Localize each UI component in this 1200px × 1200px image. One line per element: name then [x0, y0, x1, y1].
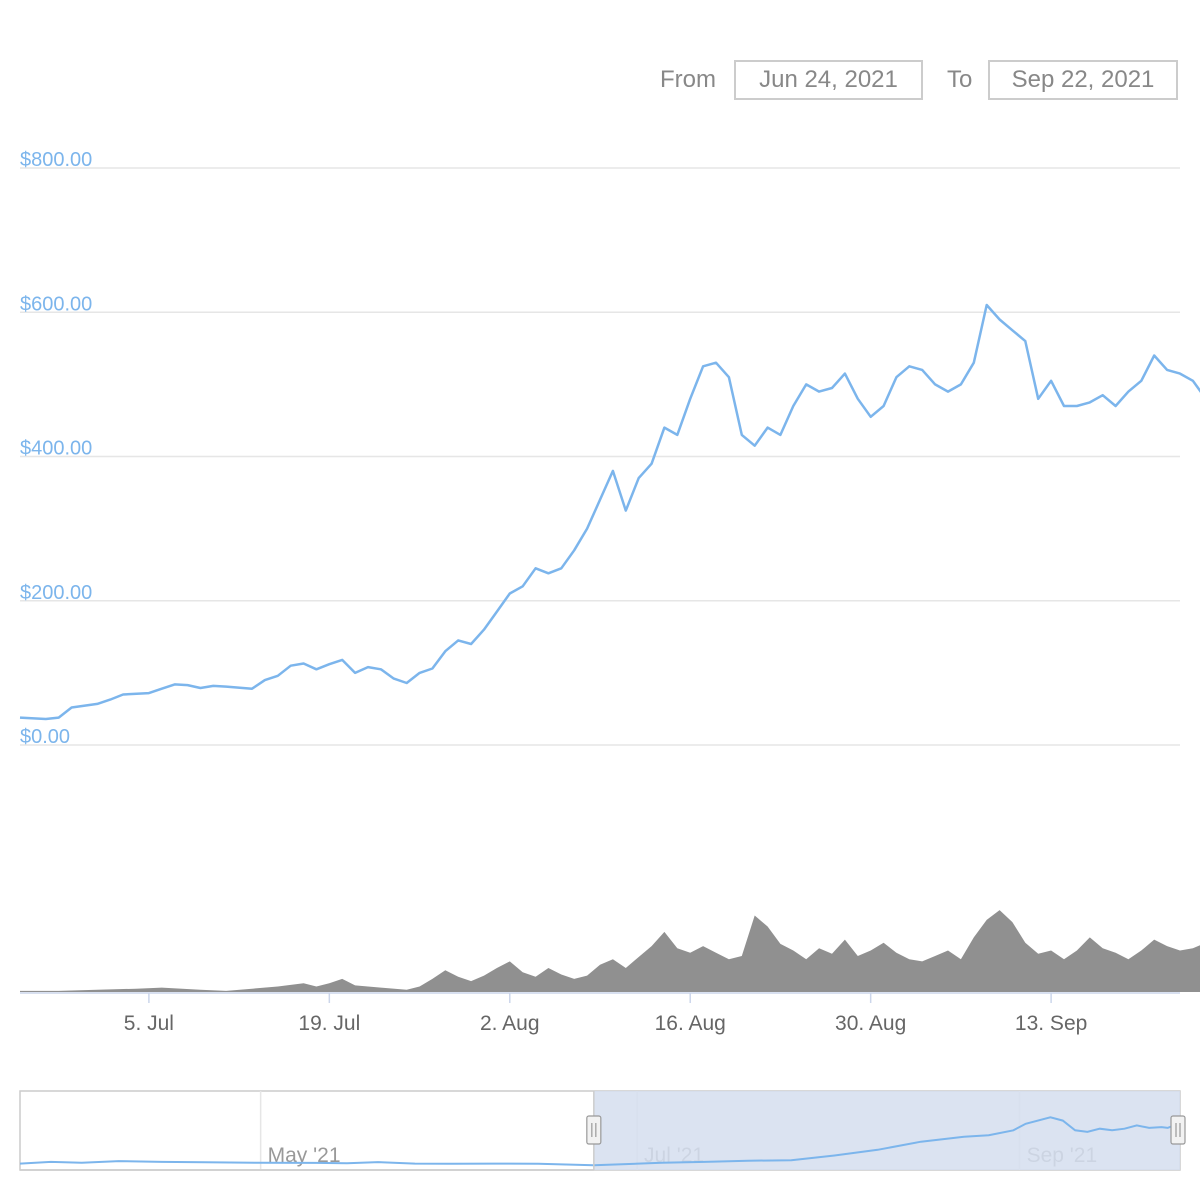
x-tick-label: 16. Aug — [655, 1012, 726, 1035]
y-tick-label: $400.00 — [20, 438, 92, 460]
volume-series-area — [20, 910, 1200, 992]
navigator-right-handle[interactable] — [1170, 1115, 1186, 1145]
to-label: To — [947, 66, 973, 93]
x-tick-label: 5. Jul — [124, 1012, 174, 1035]
y-tick-label: $200.00 — [20, 582, 92, 604]
x-tick-label: 19. Jul — [298, 1012, 360, 1035]
navigator-series-line — [19, 1116, 1181, 1167]
y-tick-label: $800.00 — [20, 149, 92, 171]
y-tick-label: $0.00 — [20, 726, 70, 748]
x-tick-label: 30. Aug — [835, 1012, 906, 1035]
price-series-line — [19, 303, 1200, 721]
navigator-left-handle[interactable] — [586, 1115, 602, 1145]
from-date-input[interactable]: Jun 24, 2021 — [734, 60, 923, 100]
navigator-tick-label: May '21 — [268, 1144, 341, 1167]
y-tick-label: $600.00 — [20, 293, 92, 315]
from-label: From — [660, 66, 716, 93]
x-tick-label: 13. Sep — [1015, 1012, 1087, 1035]
x-tick-label: 2. Aug — [480, 1012, 540, 1035]
to-date-input[interactable]: Sep 22, 2021 — [988, 60, 1178, 100]
